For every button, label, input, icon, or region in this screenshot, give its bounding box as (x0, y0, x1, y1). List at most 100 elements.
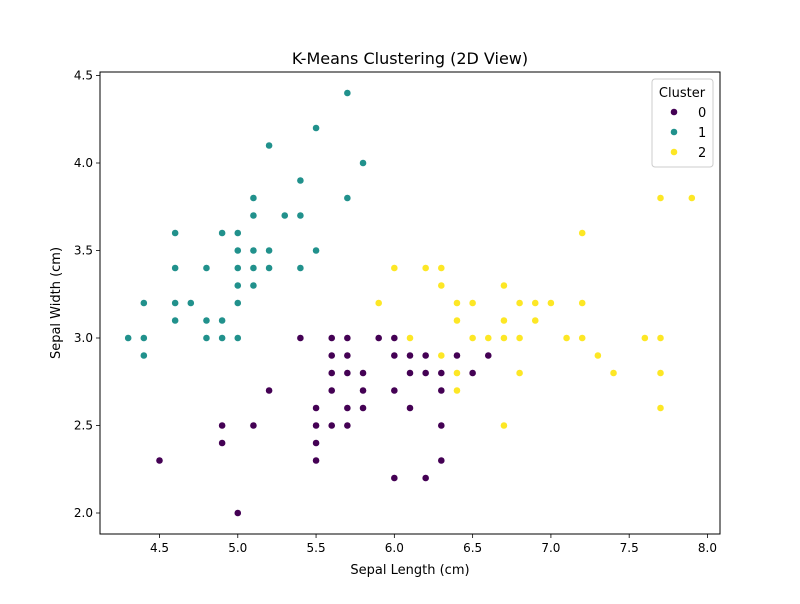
cluster-1-point (202, 264, 211, 272)
y-axis-ticks: 2.0 2.5 3.0 3.5 4.0 4.5 (74, 69, 100, 520)
y-tick-label: 2.5 (74, 419, 93, 433)
cluster-0-point (390, 334, 399, 342)
cluster-2-point (500, 421, 508, 430)
cluster-0-point (218, 439, 227, 447)
cluster-0-point (343, 369, 352, 377)
cluster-0-point (327, 369, 336, 377)
points-layer (124, 89, 696, 517)
cluster-2-point (531, 316, 540, 325)
plot-frame (99, 71, 721, 535)
cluster-2-point (406, 334, 414, 342)
cluster-1-point (171, 299, 180, 307)
cluster-2-point (453, 386, 461, 395)
cluster-1-point (218, 334, 227, 342)
cluster-2-point (578, 299, 587, 307)
cluster-1-point (171, 316, 180, 325)
x-tick-label: 8.0 (698, 541, 717, 555)
cluster-2-point (562, 334, 571, 342)
cluster-2-point (453, 316, 461, 325)
cluster-0-point (421, 474, 430, 482)
cluster-2-point (437, 281, 446, 290)
cluster-0-point (312, 404, 320, 412)
cluster-2-point (500, 334, 508, 342)
cluster-2-point (593, 351, 602, 360)
x-tick-label: 7.5 (620, 541, 639, 555)
cluster-1-point (312, 124, 320, 132)
cluster-1-point (186, 299, 195, 307)
cluster-2-point (640, 334, 649, 342)
cluster-2-point (484, 334, 493, 342)
legend-items: 0 1 2 (670, 106, 706, 161)
legend: Cluster 0 1 2 (651, 78, 714, 168)
cluster-1-point (359, 159, 367, 167)
cluster-1-point (202, 316, 211, 325)
cluster-2-point (500, 281, 508, 290)
y-axis-label: Sepal Width (cm) (49, 247, 64, 359)
cluster-1-point (139, 299, 148, 307)
x-tick-label: 4.5 (150, 541, 169, 555)
cluster-0-point (327, 421, 336, 430)
cluster-1-point (171, 264, 180, 272)
cluster-2-point (374, 299, 383, 307)
cluster-0-point (406, 351, 414, 360)
cluster-2-point (578, 334, 587, 342)
cluster-1-point (233, 246, 242, 255)
legend-label-2: 2 (698, 146, 706, 161)
legend-title: Cluster (659, 86, 706, 101)
cluster-0-point (327, 334, 336, 342)
cluster-0-point (155, 456, 164, 465)
legend-marker-1 (670, 128, 678, 136)
y-tick-label: 3.0 (74, 331, 93, 345)
cluster-2-point (656, 194, 665, 202)
cluster-0-point (390, 474, 399, 482)
legend-label-0: 0 (698, 106, 706, 121)
cluster-0-point (390, 351, 399, 360)
y-tick-label: 2.0 (74, 506, 93, 520)
cluster-0-point (374, 334, 383, 342)
cluster-2-point (515, 369, 524, 377)
cluster-1-point (296, 176, 305, 185)
cluster-0-point (359, 404, 367, 412)
y-tick-label: 3.5 (74, 244, 93, 258)
x-tick-label: 7.0 (541, 541, 560, 555)
cluster-0-point (359, 369, 367, 377)
cluster-1-point (265, 246, 273, 255)
cluster-1-point (249, 211, 258, 220)
cluster-2-point (500, 316, 508, 325)
cluster-2-point (656, 369, 665, 377)
x-tick-label: 6.5 (463, 541, 482, 555)
cluster-0-point (343, 351, 352, 360)
cluster-0-point (359, 386, 367, 395)
cluster-0-point (312, 439, 320, 447)
cluster-0-point (453, 351, 461, 360)
cluster-1-point (249, 246, 258, 255)
cluster-1-point (249, 281, 258, 290)
cluster-2-point (547, 299, 555, 307)
cluster-0-point (233, 509, 242, 517)
cluster-2-point (453, 369, 461, 377)
cluster-0-point (343, 404, 352, 412)
cluster-0-point (265, 386, 273, 395)
cluster-1-point (218, 229, 227, 237)
cluster-0-point (218, 421, 227, 430)
legend-marker-2 (670, 148, 678, 156)
cluster-2-point (437, 264, 446, 272)
y-tick-label: 4.5 (74, 69, 93, 83)
cluster-1-point (280, 211, 289, 220)
cluster-1-point (124, 334, 133, 342)
legend-marker-0 (670, 108, 678, 116)
cluster-1-point (265, 141, 273, 150)
cluster-1-point (139, 334, 148, 342)
cluster-0-point (421, 351, 430, 360)
legend-box (651, 78, 714, 168)
cluster-0-point (343, 334, 352, 342)
cluster-2-point (468, 334, 477, 342)
cluster-1-point (233, 264, 242, 272)
cluster-0-point (390, 386, 399, 395)
cluster-0-point (406, 404, 414, 412)
cluster-1-point (233, 299, 242, 307)
cluster-0-point (327, 386, 336, 395)
x-axis-label: Sepal Length (cm) (350, 563, 469, 578)
cluster-0-point (437, 456, 446, 465)
